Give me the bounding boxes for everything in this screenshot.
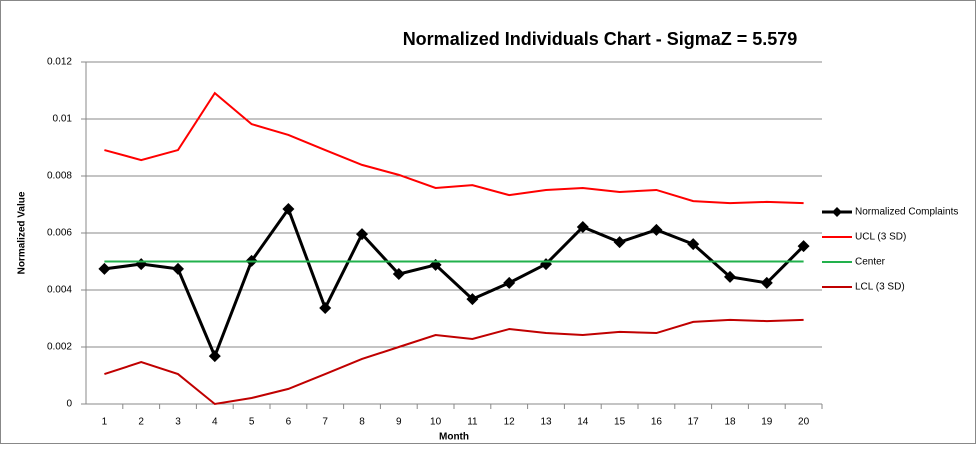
y-axis-label: Normalized Value (17, 191, 28, 274)
x-tick-label: 1 (102, 417, 108, 428)
data-point (650, 223, 663, 236)
x-tick-label: 10 (430, 417, 442, 428)
data-point (172, 262, 184, 275)
y-tick-label: 0.01 (53, 114, 73, 125)
x-tick-label: 11 (467, 417, 478, 428)
x-tick-label: 3 (175, 417, 181, 428)
x-tick-label: 6 (286, 417, 292, 428)
data-point (613, 236, 626, 249)
x-tick-label: 19 (761, 417, 773, 428)
data-point (392, 268, 405, 281)
data-point (503, 276, 516, 289)
x-tick-label: 4 (212, 417, 218, 428)
y-tick-label: 0.002 (47, 342, 72, 353)
data-point (356, 228, 368, 241)
x-tick-label: 2 (138, 417, 144, 428)
x-tick-label: 8 (359, 417, 365, 428)
legend-marker (832, 207, 842, 217)
x-tick-label: 16 (651, 417, 663, 428)
data-point (208, 350, 221, 363)
y-tick-label: 0.012 (47, 57, 72, 68)
data-point (760, 276, 773, 289)
y-tick-label: 0.004 (47, 285, 72, 296)
x-tick-label: 17 (688, 417, 700, 428)
data-point (466, 293, 479, 306)
data-point (576, 221, 589, 234)
x-tick-label: 7 (322, 417, 328, 428)
data-point (98, 262, 111, 275)
x-tick-label: 15 (614, 417, 626, 428)
data-point (282, 203, 295, 216)
x-tick-label: 9 (396, 417, 402, 428)
x-tick-label: 12 (504, 417, 516, 428)
series-line (104, 318, 804, 406)
x-tick-label: 5 (249, 417, 255, 428)
x-tick-label: 20 (798, 417, 810, 428)
data-point (687, 238, 700, 251)
x-tick-label: 14 (577, 417, 589, 428)
y-tick-label: 0 (66, 399, 72, 410)
legend-label: LCL (3 SD) (855, 282, 905, 293)
y-tick-label: 0.006 (47, 228, 72, 239)
legend-label: UCL (3 SD) (855, 232, 906, 243)
data-point (724, 270, 736, 283)
data-point (319, 301, 332, 314)
legend-label: Center (855, 257, 886, 268)
x-tick-label: 13 (540, 417, 552, 428)
series-line (104, 205, 805, 361)
chart-title: Normalized Individuals Chart - SigmaZ = … (403, 29, 798, 49)
x-axis-label: Month (439, 432, 469, 443)
data-point (797, 240, 810, 253)
series-line (104, 91, 804, 205)
y-tick-label: 0.008 (47, 171, 72, 182)
x-tick-label: 18 (724, 417, 736, 428)
legend-label: Normalized Complaints (855, 207, 958, 218)
